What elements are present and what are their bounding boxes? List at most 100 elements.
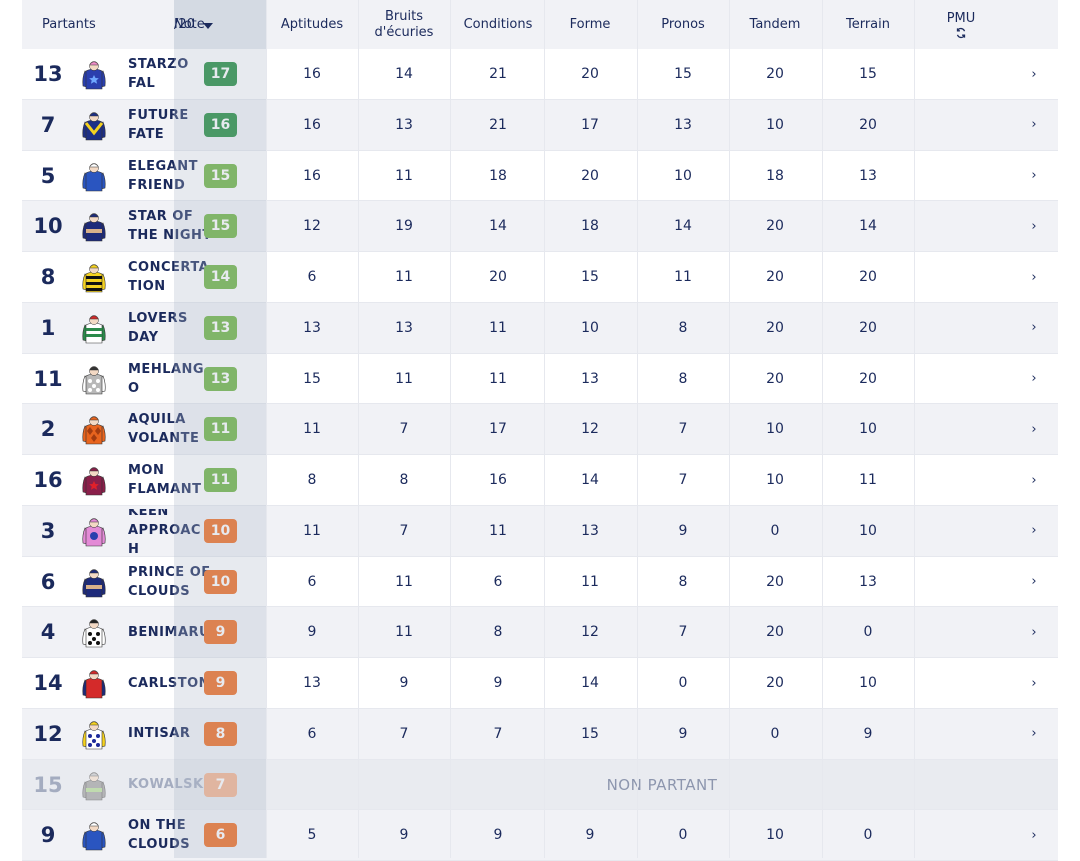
score-bruits: 13 xyxy=(395,116,413,133)
score-pronos: 10 xyxy=(674,167,692,184)
runner-row[interactable]: 3 KEEN APPROACH 10 11 7 11 13 9 0 10 › xyxy=(22,505,1058,557)
runner-row[interactable]: 16 MON FLAMANT 11 8 8 16 14 7 10 11 › xyxy=(22,455,1058,506)
runner-name[interactable]: MEHLANGO xyxy=(128,357,212,401)
runner-row[interactable]: 6 PRINCE OF CLOUDS 10 6 11 6 11 8 20 13 › xyxy=(22,556,1058,608)
chevron-right-icon[interactable]: › xyxy=(1031,726,1037,742)
runner-row[interactable]: 13 STARZO FAL 17 16 14 21 20 15 20 15 › xyxy=(22,49,1058,100)
chevron-right-icon[interactable]: › xyxy=(1031,574,1037,589)
runner-row[interactable]: 7 FUTURE FATE 16 16 13 21 17 13 10 20 › xyxy=(22,99,1058,151)
column-divider xyxy=(544,0,545,858)
runner-row[interactable]: 2 AQUILA VOLANTE 11 11 7 17 12 7 10 10 › xyxy=(22,404,1058,455)
chevron-right-icon[interactable]: › xyxy=(1031,117,1037,133)
runner-row[interactable]: 12 INTISAR 8 6 7 7 15 9 0 9 › xyxy=(22,708,1058,760)
runner-row[interactable]: 11 MEHLANGO 13 15 11 11 13 8 20 20 › xyxy=(22,353,1058,405)
header-pronos[interactable]: Pronos xyxy=(637,0,729,49)
refresh-icon[interactable] xyxy=(955,27,967,39)
runner-name[interactable]: ELEGANT FRIEND xyxy=(128,154,212,198)
column-divider xyxy=(637,0,638,858)
jockey-silk-icon xyxy=(82,467,106,496)
runner-name[interactable]: BENIMARU xyxy=(128,610,212,654)
column-divider xyxy=(729,0,730,858)
chevron-right-icon[interactable]: › xyxy=(1031,421,1037,437)
score-aptitudes: 6 xyxy=(307,573,317,590)
runner-row[interactable]: 10 STAR OF THE NIGHT 15 12 19 14 18 14 20 14 › xyxy=(22,201,1058,252)
runner-row[interactable]: 1 LOVERS DAY 13 13 13 11 10 8 20 20 › xyxy=(22,302,1058,354)
runner-row[interactable]: 5 ELEGANT FRIEND 15 16 11 18 20 10 18 13 › xyxy=(22,150,1058,202)
score-tandem: 20 xyxy=(766,319,784,336)
score-bruits: 11 xyxy=(395,573,413,590)
runner-name[interactable]: KOWALSKI xyxy=(128,763,212,807)
header-bruits[interactable]: Bruits d'écuries xyxy=(358,0,450,49)
header-bruits-label-2: d'écuries xyxy=(374,24,434,40)
column-divider xyxy=(914,0,915,858)
score-bruits: 7 xyxy=(399,725,409,742)
score-terrain: 20 xyxy=(859,319,877,336)
runner-name-text: STAR OF THE NIGHT xyxy=(128,209,212,244)
runner-name[interactable]: AQUILA VOLANTE xyxy=(128,407,212,451)
runner-name[interactable]: MON FLAMANT xyxy=(128,458,212,502)
header-note-sort[interactable]: Note /20 xyxy=(174,0,266,49)
runner-name[interactable]: LOVERS DAY xyxy=(128,306,212,350)
runner-name[interactable]: CARLSTON xyxy=(128,661,212,705)
chevron-right-icon[interactable]: › xyxy=(1031,269,1037,285)
runner-name[interactable]: ON THE CLOUDS xyxy=(128,813,212,857)
runner-row[interactable]: 4 BENIMARU 9 9 11 8 12 7 20 0 › xyxy=(22,607,1058,658)
header-partants[interactable]: Partants xyxy=(22,0,174,49)
score-forme: 13 xyxy=(581,522,599,539)
score-pronos: 0 xyxy=(678,675,688,691)
chevron-right-icon[interactable]: › xyxy=(1031,472,1037,488)
score-conditions: 6 xyxy=(493,573,503,590)
runner-name[interactable]: STAR OF THE NIGHT xyxy=(128,204,212,248)
score-bruits: 13 xyxy=(395,319,413,336)
note-badge: 16 xyxy=(204,112,237,137)
chevron-right-icon[interactable]: › xyxy=(1031,218,1037,234)
score-pronos: 14 xyxy=(674,218,692,235)
chevron-right-icon[interactable]: › xyxy=(1031,523,1037,539)
table-header: Partants Note /20 Aptitudes Bruits d'écu… xyxy=(22,0,1058,50)
runner-name[interactable]: PRINCE OF CLOUDS xyxy=(128,560,212,604)
header-bruits-label-1: Bruits xyxy=(385,8,423,24)
chevron-right-icon[interactable]: › xyxy=(1031,66,1037,82)
runner-name[interactable]: KEEN APPROACH xyxy=(128,509,212,553)
header-forme[interactable]: Forme xyxy=(544,0,636,49)
score-tandem: 10 xyxy=(766,116,784,133)
runner-row[interactable]: 9 ON THE CLOUDS 6 5 9 9 9 0 10 0 › xyxy=(22,810,1058,861)
score-pronos: 11 xyxy=(674,269,692,285)
chevron-right-icon[interactable]: › xyxy=(1031,827,1037,843)
header-aptitudes[interactable]: Aptitudes xyxy=(266,0,358,49)
chevron-right-icon[interactable]: › xyxy=(1031,320,1037,336)
runner-name[interactable]: INTISAR xyxy=(128,712,212,756)
runner-row[interactable]: 8 CONCERTATION 14 6 11 20 15 11 20 20 › xyxy=(22,252,1058,303)
runner-name-text: FUTURE FATE xyxy=(128,107,189,142)
score-pronos: 8 xyxy=(678,319,688,336)
runner-name[interactable]: CONCERTATION xyxy=(128,255,212,299)
header-conditions[interactable]: Conditions xyxy=(450,0,546,49)
note-badge: 11 xyxy=(204,417,237,442)
chevron-right-icon[interactable]: › xyxy=(1031,371,1037,386)
header-terrain[interactable]: Terrain xyxy=(822,0,914,49)
score-conditions: 11 xyxy=(489,370,507,387)
jockey-silk-icon xyxy=(82,568,106,597)
non-partant-label: NON PARTANT xyxy=(606,775,718,794)
score-terrain: 20 xyxy=(859,269,877,285)
score-tandem: 20 xyxy=(766,573,784,590)
score-pronos: 8 xyxy=(678,370,688,387)
score-conditions: 11 xyxy=(489,319,507,336)
jockey-silk-icon xyxy=(82,822,106,851)
runner-row[interactable]: 14 CARLSTON 9 13 9 9 14 0 20 10 › xyxy=(22,658,1058,709)
score-aptitudes: 16 xyxy=(303,66,321,82)
chevron-right-icon[interactable]: › xyxy=(1031,168,1037,183)
score-tandem: 20 xyxy=(766,675,784,691)
score-conditions: 17 xyxy=(489,421,507,438)
note-badge: 10 xyxy=(204,569,237,594)
chevron-right-icon[interactable]: › xyxy=(1031,675,1037,691)
runner-name[interactable]: FUTURE FATE xyxy=(128,103,212,147)
chevron-right-icon[interactable]: › xyxy=(1031,624,1037,640)
header-pmu[interactable]: PMU xyxy=(914,0,1008,49)
runner-row[interactable]: 15 KOWALSKI 7 NON PARTANT xyxy=(22,759,1058,811)
note-badge: 14 xyxy=(204,265,237,289)
score-forme: 10 xyxy=(581,319,599,336)
runner-name[interactable]: STARZO FAL xyxy=(128,52,212,96)
note-badge: 8 xyxy=(204,721,237,746)
header-tandem[interactable]: Tandem xyxy=(729,0,821,49)
